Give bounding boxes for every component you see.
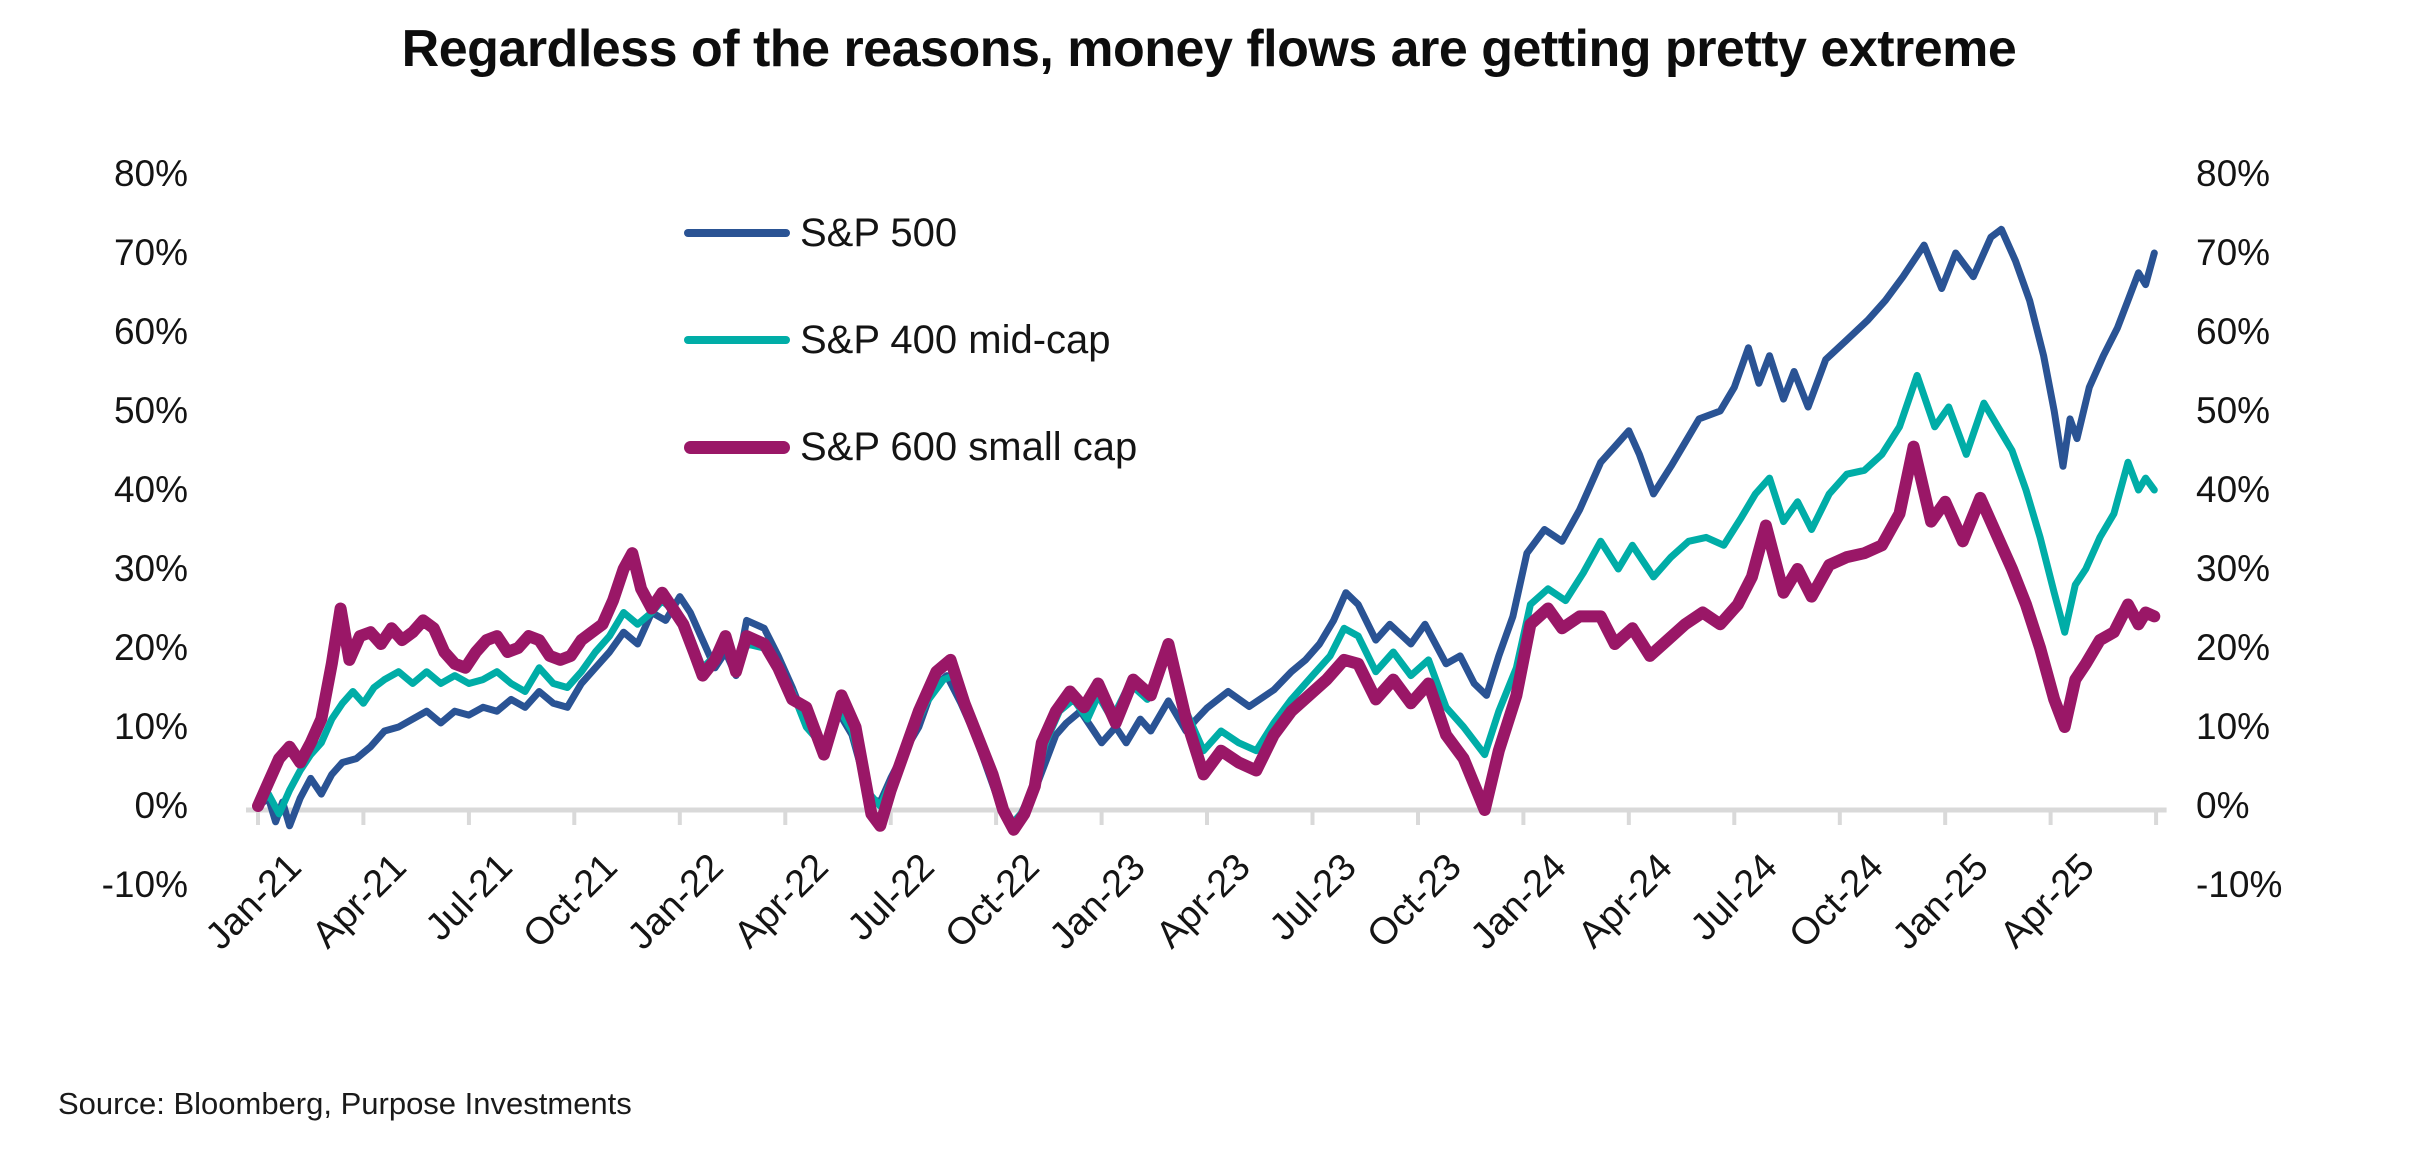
y-axis-label-left: 40% xyxy=(113,469,188,510)
y-axis-label-left: -10% xyxy=(101,864,188,905)
y-axis-label-left: 80% xyxy=(113,153,188,194)
series-line-s-p-500 xyxy=(254,225,2158,830)
y-axis-label-left: 60% xyxy=(113,311,188,352)
y-axis-label-left: 20% xyxy=(113,627,188,668)
series-line-s-p-400-mid-cap xyxy=(254,371,2158,830)
legend-swatch xyxy=(684,336,790,344)
series-line-s-p-600-small-cap xyxy=(252,440,2161,836)
y-axis-label-left: 70% xyxy=(113,232,188,273)
legend-swatch xyxy=(684,440,790,454)
legend-swatch xyxy=(684,229,790,237)
y-axis-label-left: 0% xyxy=(134,785,188,826)
chart-title: Regardless of the reasons, money flows a… xyxy=(401,20,2017,78)
legend-label: S&P 600 small cap xyxy=(800,424,1138,469)
y-axis-label-right: 20% xyxy=(2196,627,2271,668)
legend-label: S&P 400 mid-cap xyxy=(800,317,1111,362)
y-axis-label-left: 50% xyxy=(113,390,188,431)
y-axis-label-left: 10% xyxy=(113,706,188,747)
y-axis-label-right: 50% xyxy=(2196,390,2271,431)
y-axis-label-right: 30% xyxy=(2196,548,2271,589)
y-axis-label-right: 40% xyxy=(2196,469,2271,510)
legend-item: S&P 600 small cap xyxy=(684,421,1137,473)
legend-item: S&P 400 mid-cap xyxy=(684,314,1111,366)
legend-label: S&P 500 xyxy=(800,210,958,255)
y-axis-label-right: 60% xyxy=(2196,311,2271,352)
y-axis-label-right: 0% xyxy=(2196,785,2250,826)
y-axis-label-right: 70% xyxy=(2196,232,2271,273)
legend-item: S&P 500 xyxy=(684,207,957,259)
y-axis-label-left: 30% xyxy=(113,548,188,589)
y-axis-label-right: -10% xyxy=(2196,864,2283,905)
y-axis-label-right: 80% xyxy=(2196,153,2271,194)
y-axis-label-right: 10% xyxy=(2196,706,2271,747)
source-note: Source: Bloomberg, Purpose Investments xyxy=(58,1086,632,1121)
